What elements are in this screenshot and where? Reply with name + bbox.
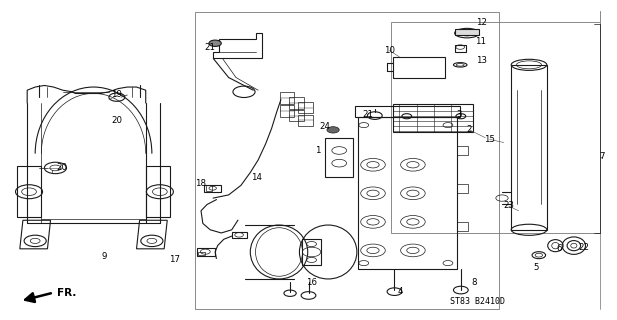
Text: 23: 23 xyxy=(503,202,514,211)
Text: 16: 16 xyxy=(306,278,317,287)
Text: 21: 21 xyxy=(205,43,216,52)
Text: 10: 10 xyxy=(384,46,395,55)
Text: 11: 11 xyxy=(475,36,486,45)
Bar xyxy=(206,185,212,191)
Text: 20: 20 xyxy=(111,116,122,125)
Bar xyxy=(289,97,304,108)
Text: 4: 4 xyxy=(398,287,404,296)
Text: 14: 14 xyxy=(251,173,262,182)
Text: 24: 24 xyxy=(320,122,331,131)
Text: 21: 21 xyxy=(363,109,373,118)
Bar xyxy=(457,184,468,193)
Bar xyxy=(302,239,321,265)
Text: 1: 1 xyxy=(315,146,320,155)
Text: 20: 20 xyxy=(56,164,67,172)
Bar xyxy=(457,222,468,231)
Text: 18: 18 xyxy=(196,179,207,188)
Bar xyxy=(197,248,215,256)
Bar xyxy=(232,232,247,238)
Bar xyxy=(511,65,547,230)
Bar xyxy=(198,252,205,255)
Text: 9: 9 xyxy=(102,252,107,261)
Bar xyxy=(325,138,353,178)
Circle shape xyxy=(327,127,339,133)
Text: 12: 12 xyxy=(476,18,487,27)
Bar xyxy=(455,29,479,35)
Bar xyxy=(195,12,499,309)
Text: 3: 3 xyxy=(456,109,462,118)
Bar xyxy=(358,117,457,269)
Bar xyxy=(457,146,468,155)
Text: 13: 13 xyxy=(476,56,487,65)
Text: 8: 8 xyxy=(471,278,477,287)
Text: 6: 6 xyxy=(557,244,562,253)
Bar xyxy=(204,185,222,192)
Text: 22: 22 xyxy=(578,243,589,252)
Bar xyxy=(455,45,466,52)
Bar xyxy=(280,105,294,116)
Bar xyxy=(298,115,313,126)
Circle shape xyxy=(209,40,222,46)
Bar xyxy=(298,102,313,113)
Text: 19: 19 xyxy=(112,91,122,100)
Text: 7: 7 xyxy=(599,152,605,161)
Bar xyxy=(280,92,294,104)
Bar xyxy=(289,110,304,121)
Bar xyxy=(355,106,460,117)
Bar xyxy=(393,57,445,77)
Text: 2: 2 xyxy=(466,125,472,134)
Text: 5: 5 xyxy=(533,263,539,272)
Bar xyxy=(393,104,473,132)
Bar xyxy=(391,22,600,233)
Text: ST83 B2410D: ST83 B2410D xyxy=(450,297,505,306)
Text: 15: 15 xyxy=(484,135,495,144)
Text: 17: 17 xyxy=(169,255,180,264)
Text: FR.: FR. xyxy=(57,288,76,298)
